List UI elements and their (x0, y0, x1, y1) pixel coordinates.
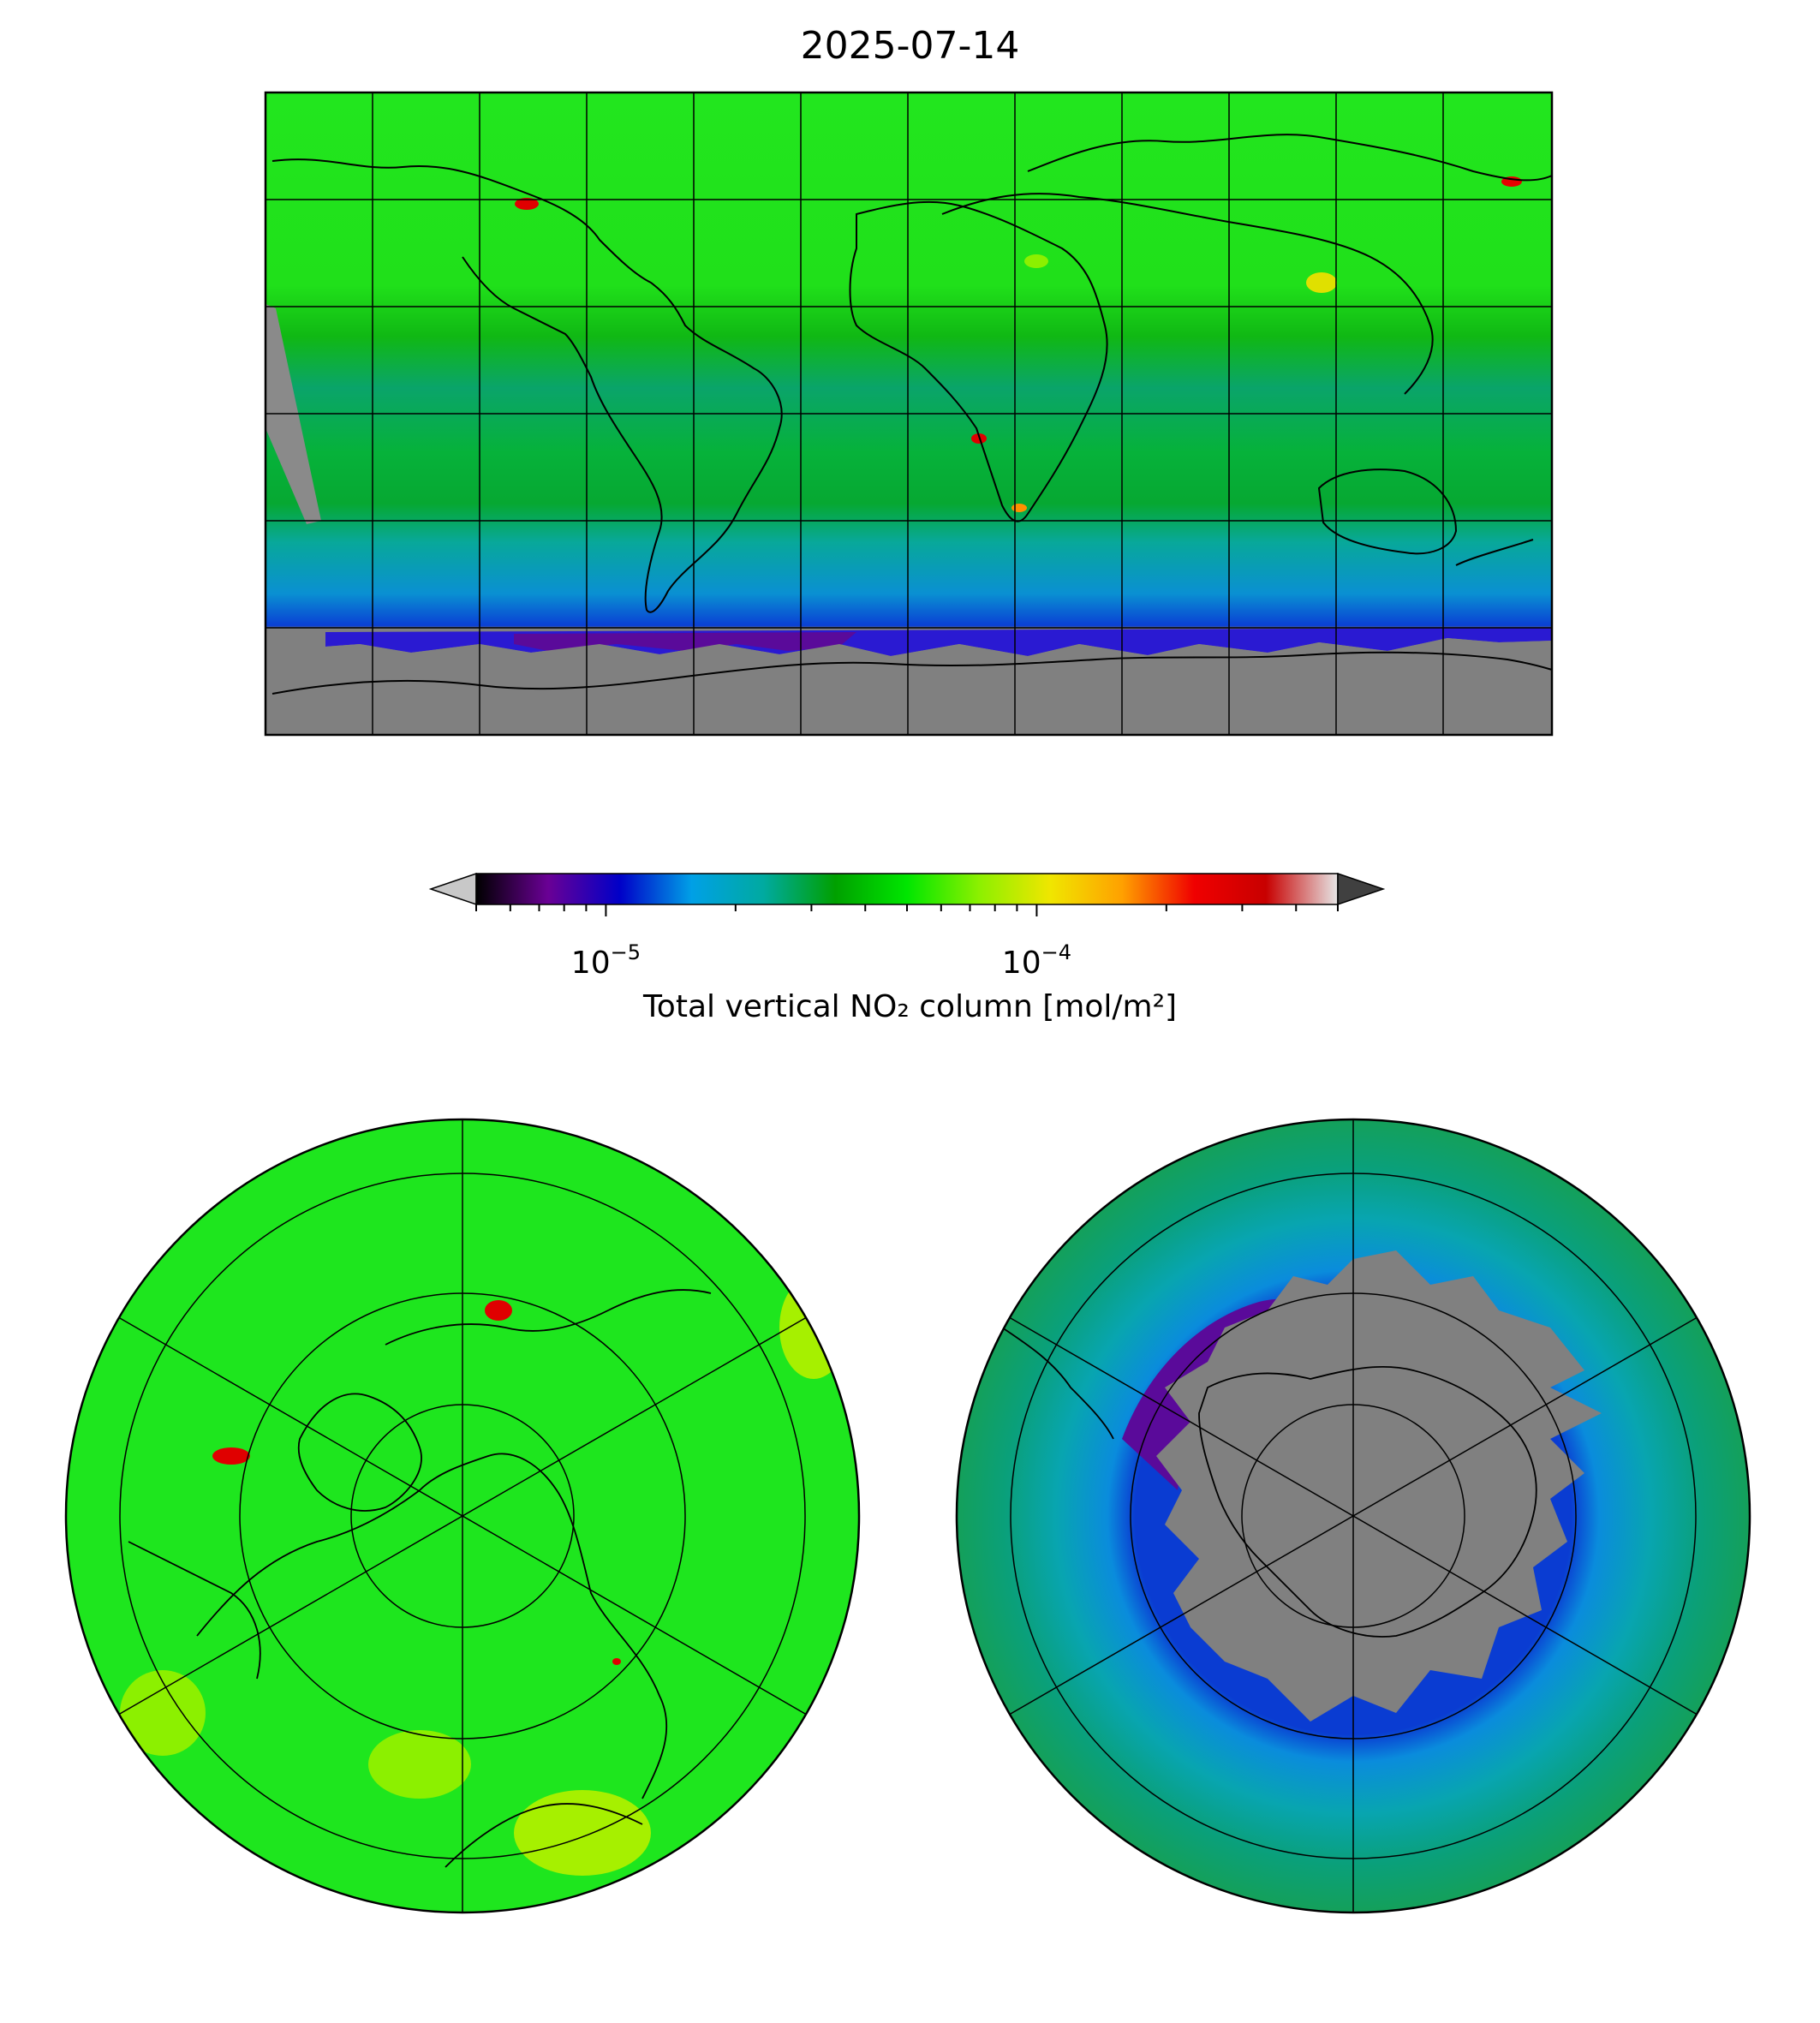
north-polar-frame (64, 1118, 861, 1914)
colorbar-over-extension (1337, 872, 1386, 906)
colorbar-label: Total vertical NO₂ column [mol/m²] (642, 989, 1178, 1024)
world-map-frame (264, 91, 1554, 737)
world-map (264, 91, 1554, 737)
south-polar-frame (955, 1118, 1751, 1914)
colorbar-tick-exponent: −4 (1041, 940, 1072, 964)
south-polar-gridlines (1004, 1119, 1703, 1913)
south-polar-no-data (1156, 1250, 1602, 1722)
south-polar-map (955, 1118, 1751, 1914)
colorbar-tick-base: 10 (570, 946, 611, 981)
colorbar (428, 872, 1386, 916)
north-polar-map (64, 1118, 861, 1914)
figure-title: 2025-07-14 (800, 24, 1020, 68)
colorbar-body (475, 873, 1339, 905)
world-map-coastlines (272, 134, 1553, 695)
colorbar-under-extension (428, 872, 477, 906)
colorbar-ticks (475, 904, 1339, 916)
colorbar-tick-label: 10−4 (1002, 942, 1071, 979)
colorbar-tick-label: 10−5 (571, 942, 641, 979)
colorbar-tick-exponent: −5 (610, 940, 641, 964)
colorbar-tick-base: 10 (1001, 946, 1041, 981)
north-polar-coastlines (128, 1289, 712, 1868)
north-polar-gridlines (113, 1119, 812, 1913)
world-map-gridlines (266, 92, 1552, 735)
